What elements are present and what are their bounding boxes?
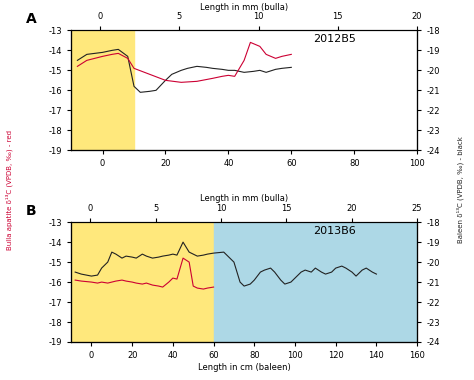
Text: 2013B6: 2013B6 <box>313 226 356 236</box>
Text: A: A <box>26 13 37 27</box>
Bar <box>214 222 438 342</box>
X-axis label: Length in cm (baleen): Length in cm (baleen) <box>198 363 291 372</box>
X-axis label: Length in mm (bulla): Length in mm (bulla) <box>200 3 288 12</box>
Bar <box>71 222 214 342</box>
Text: Baleen δ¹³C (VPDB, ‰) - black: Baleen δ¹³C (VPDB, ‰) - black <box>456 136 464 244</box>
Text: 2012B5: 2012B5 <box>313 34 356 44</box>
Text: Bulla apatite δ¹³C (VPDB, ‰) - red: Bulla apatite δ¹³C (VPDB, ‰) - red <box>6 130 13 250</box>
Text: B: B <box>26 204 37 218</box>
X-axis label: Length in mm (bulla): Length in mm (bulla) <box>200 194 288 203</box>
Bar <box>71 30 134 150</box>
